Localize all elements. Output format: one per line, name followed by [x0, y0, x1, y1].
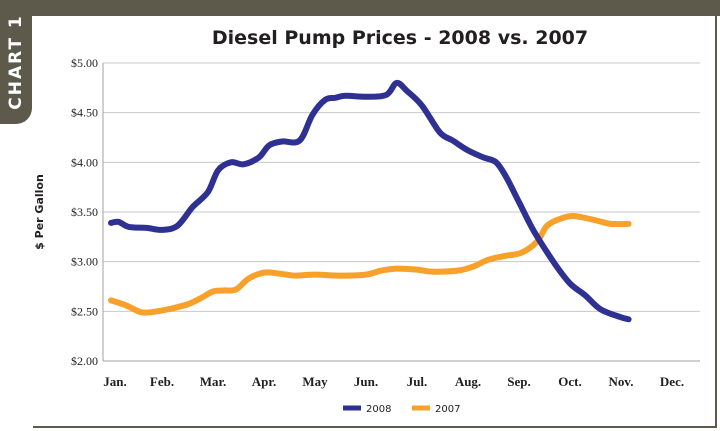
x-tick-label: Nov. — [609, 374, 634, 389]
x-tick-label: Jan. — [103, 374, 126, 389]
header-band — [0, 0, 720, 16]
legend: 2008 2007 — [343, 404, 460, 415]
x-tick-label: Sep. — [507, 374, 530, 389]
x-tick-label: May — [302, 374, 328, 389]
y-tick-labels: $2.00 $2.50 $3.00 $3.50 $4.00 $4.50 $5.00 — [71, 56, 98, 368]
gridlines — [102, 62, 700, 362]
x-tick-labels: Jan. Feb. Mar. Apr. May Jun. Jul. Aug. Sep. Oct. N… — [103, 374, 684, 389]
chart-title: Diesel Pump Prices - 2008 vs. 2007 — [212, 27, 588, 49]
x-tick-label: Oct. — [558, 374, 581, 389]
y-tick-label: $2.50 — [71, 304, 98, 318]
y-tick-label: $5.00 — [71, 56, 98, 70]
x-tick-label: Aug. — [455, 374, 481, 389]
series-lines — [108, 79, 632, 323]
chart-tag: CHART 1 — [0, 0, 32, 124]
y-tick-label: $4.00 — [71, 155, 98, 169]
x-tick-label: Mar. — [200, 374, 227, 389]
y-tick-label: $3.00 — [71, 255, 98, 269]
series-line-2008 — [108, 79, 632, 323]
series-line-2007 — [108, 212, 632, 316]
x-tick-label: Jun. — [354, 374, 378, 389]
y-tick-label: $3.50 — [71, 205, 98, 219]
legend-label-2008: 2008 — [366, 404, 391, 415]
y-tick-label: $2.00 — [71, 354, 98, 368]
x-tick-label: Dec. — [660, 374, 684, 389]
x-tick-label: Apr. — [252, 374, 276, 389]
x-tick-label: Jul. — [407, 374, 428, 389]
y-axis-label: $ Per Gallon — [33, 174, 46, 250]
legend-label-2007: 2007 — [435, 404, 460, 415]
x-tick-label: Feb. — [150, 374, 174, 389]
chart-frame — [33, 16, 717, 428]
y-tick-label: $4.50 — [71, 106, 98, 120]
